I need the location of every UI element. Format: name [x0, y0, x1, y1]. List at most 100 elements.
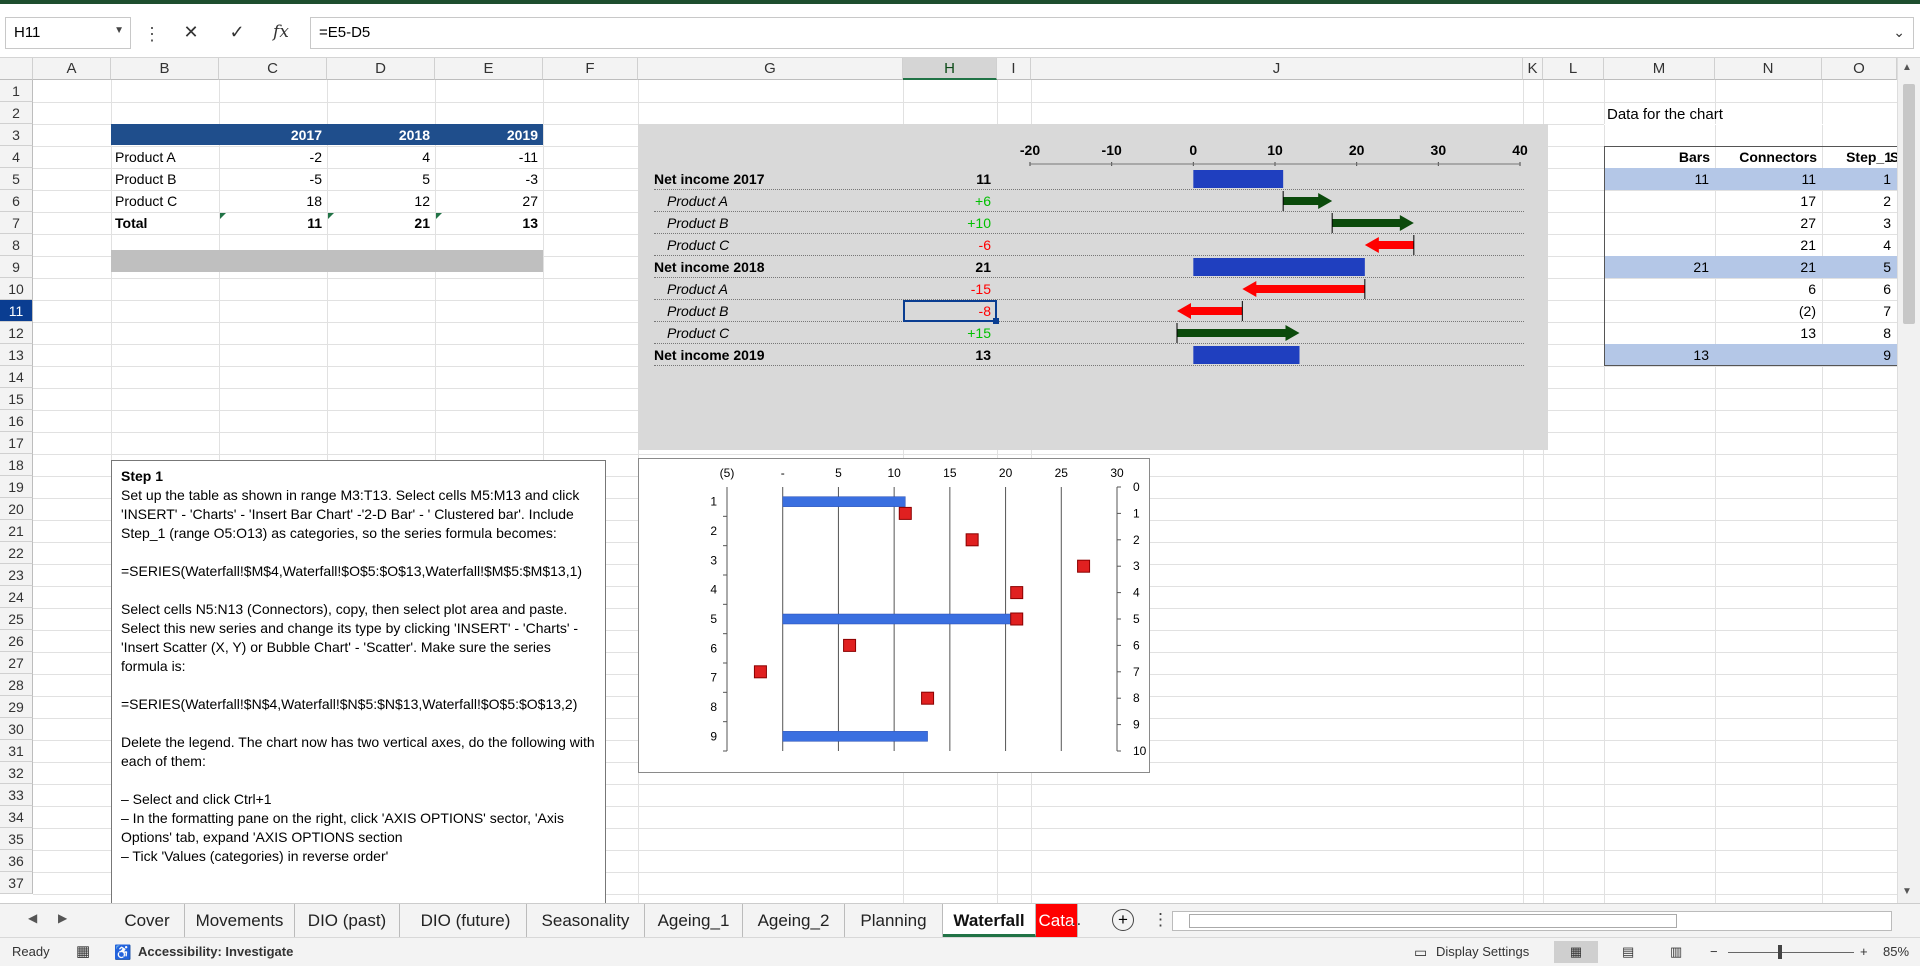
source-cell[interactable]: 27 [522, 193, 538, 209]
row-header-7[interactable]: 7 [0, 212, 33, 234]
source-cell[interactable]: -2 [309, 149, 322, 165]
column-header-i[interactable]: I [997, 58, 1031, 80]
display-settings-button[interactable]: Display Settings [1436, 944, 1530, 959]
row-header-23[interactable]: 23 [0, 564, 33, 586]
column-header-h[interactable]: H [903, 58, 997, 80]
side-cell[interactable]: 5 [1883, 259, 1891, 275]
side-header-s[interactable]: S [1890, 149, 1897, 165]
waterfall-row-value[interactable]: +10 [967, 215, 991, 231]
source-cell[interactable]: 13 [522, 215, 538, 231]
waterfall-chart-area[interactable] [638, 124, 1548, 450]
h-scroll-thumb[interactable] [1189, 914, 1677, 928]
sheet-tab-planning[interactable]: Planning [845, 904, 943, 937]
source-cell[interactable]: 18 [306, 193, 322, 209]
sheet-tab-dio-future[interactable]: DIO (future) [405, 904, 527, 937]
waterfall-row-value[interactable]: -15 [970, 281, 991, 297]
row-header-16[interactable]: 16 [0, 410, 33, 432]
waterfall-row-label[interactable]: Net income 2018 [654, 259, 765, 275]
side-cell[interactable]: 13 [1800, 325, 1816, 341]
zoom-slider-thumb[interactable] [1778, 945, 1782, 959]
sheet-tab-cata[interactable]: Cata [1036, 904, 1078, 937]
sheet-tab-cover[interactable]: Cover [110, 904, 185, 937]
row-header-8[interactable]: 8 [0, 234, 33, 256]
waterfall-row-value[interactable]: 11 [976, 171, 991, 187]
side-cell[interactable]: 11 [1694, 171, 1709, 187]
side-header-bars[interactable]: Bars [1678, 149, 1710, 165]
row-header-9[interactable]: 9 [0, 256, 33, 278]
waterfall-row-label[interactable]: Product A [667, 281, 728, 297]
column-header-l[interactable]: L [1543, 58, 1604, 80]
page-layout-view-icon[interactable]: ▤ [1622, 944, 1635, 959]
row-header-1[interactable]: 1 [0, 80, 33, 102]
column-header-n[interactable]: N [1715, 58, 1822, 80]
accessibility-status[interactable]: Accessibility: Investigate [138, 944, 294, 959]
sheet-tab-movements[interactable]: Movements [185, 904, 295, 937]
normal-view-icon[interactable]: ▦ [1554, 941, 1598, 963]
side-cell[interactable]: 7 [1883, 303, 1891, 319]
row-header-36[interactable]: 36 [0, 850, 33, 872]
zoom-slider[interactable] [1728, 952, 1854, 953]
more-options-icon[interactable]: ⋮ [143, 24, 161, 44]
insert-function-button[interactable]: fx [273, 22, 289, 42]
source-cell[interactable]: -3 [525, 171, 538, 187]
column-header-j[interactable]: J [1031, 58, 1523, 80]
row-header-3[interactable]: 3 [0, 124, 33, 146]
enter-icon[interactable]: ✓ [229, 22, 245, 42]
row-header-24[interactable]: 24 [0, 586, 33, 608]
zoom-out-icon[interactable]: − [1710, 944, 1718, 959]
column-header-c[interactable]: C [219, 58, 327, 80]
source-cell[interactable]: 11 [307, 215, 322, 231]
row-header-5[interactable]: 5 [0, 168, 33, 190]
source-cell[interactable]: -11 [518, 149, 538, 165]
side-header-step_1[interactable]: Step_1 [1846, 149, 1892, 165]
source-cell[interactable]: 12 [414, 193, 430, 209]
row-header-14[interactable]: 14 [0, 366, 33, 388]
row-header-25[interactable]: 25 [0, 608, 33, 630]
more-sheets-icon[interactable]: … [1065, 910, 1082, 929]
step1-instructions-textbox[interactable]: Step 1 Set up the table as shown in range… [111, 460, 606, 903]
waterfall-row-label[interactable]: Net income 2019 [654, 347, 765, 363]
source-row-label[interactable]: Total [115, 215, 148, 231]
sheet-tab-ageing-1[interactable]: Ageing_1 [645, 904, 743, 937]
waterfall-row-value[interactable]: 13 [975, 347, 991, 363]
tab-options-icon[interactable]: ⋮ [1152, 910, 1169, 929]
vertical-scrollbar[interactable]: ▲ ▼ [1897, 58, 1920, 903]
side-cell[interactable]: 4 [1883, 237, 1891, 253]
row-header-17[interactable]: 17 [0, 432, 33, 454]
row-header-4[interactable]: 4 [0, 146, 33, 168]
row-header-32[interactable]: 32 [0, 762, 33, 784]
row-header-31[interactable]: 31 [0, 740, 33, 762]
source-cell[interactable]: 5 [422, 171, 430, 187]
sheet-tab-ageing-2[interactable]: Ageing_2 [743, 904, 845, 937]
waterfall-row-value[interactable]: -8 [978, 303, 991, 319]
source-cell[interactable]: -5 [309, 171, 322, 187]
side-cell[interactable]: 9 [1883, 347, 1891, 363]
next-sheet-icon[interactable]: ▶ [58, 911, 68, 925]
side-header-connectors[interactable]: Connectors [1739, 149, 1817, 165]
waterfall-bar-chart[interactable]: -20 -10 0 10 20 30 40 [1020, 138, 1550, 438]
row-header-20[interactable]: 20 [0, 498, 33, 520]
row-header-19[interactable]: 19 [0, 476, 33, 498]
source-header-2019[interactable]: 2019 [506, 127, 538, 143]
waterfall-row-value[interactable]: +15 [967, 325, 991, 341]
row-header-18[interactable]: 18 [0, 454, 33, 476]
row-header-26[interactable]: 26 [0, 630, 33, 652]
side-cell[interactable]: 3 [1883, 215, 1891, 231]
waterfall-row-label[interactable]: Product C [667, 237, 730, 253]
row-header-34[interactable]: 34 [0, 806, 33, 828]
source-cell[interactable]: 4 [422, 149, 430, 165]
column-header-o[interactable]: O [1822, 58, 1897, 80]
source-header-2017[interactable]: 2017 [290, 127, 322, 143]
sheet-tab-waterfall[interactable]: Waterfall [943, 904, 1036, 937]
name-box[interactable]: H11 ▼ [5, 17, 131, 49]
source-row-label[interactable]: Product C [115, 193, 178, 209]
column-header-f[interactable]: F [543, 58, 638, 80]
row-header-2[interactable]: 2 [0, 102, 33, 124]
side-cell[interactable]: 27 [1800, 215, 1816, 231]
waterfall-row-value[interactable]: 21 [975, 259, 991, 275]
side-cell[interactable]: 13 [1693, 347, 1709, 363]
accessibility-icon[interactable]: ♿ [114, 944, 132, 960]
side-cell[interactable]: 21 [1693, 259, 1709, 275]
zoom-level[interactable]: 85% [1883, 944, 1910, 959]
row-header-29[interactable]: 29 [0, 696, 33, 718]
